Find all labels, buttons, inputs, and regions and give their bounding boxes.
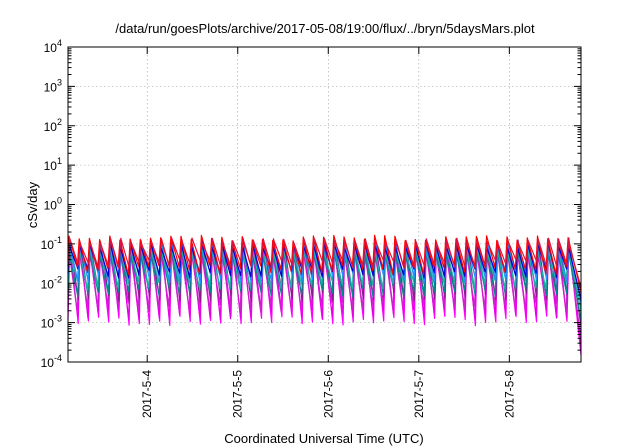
y-tick-label: 100 (44, 196, 62, 213)
y-axis-label: cSv/day (25, 181, 40, 228)
x-tick-label: 2017-5-4 (140, 370, 154, 418)
chart-title: /data/run/goesPlots/archive/2017-05-08/1… (115, 21, 535, 36)
x-tick-label: 2017-5-6 (321, 370, 335, 418)
y-tick-label: 102 (44, 117, 62, 134)
x-tick-label: 2017-5-8 (502, 370, 516, 418)
y-tick-label: 103 (44, 77, 62, 94)
y-tick-label: 101 (44, 156, 62, 173)
x-axis-label: Coordinated Universal Time (UTC) (224, 431, 423, 446)
y-tick-label: 104 (44, 38, 62, 55)
series-group (67, 234, 582, 356)
y-tick-label: 10-1 (41, 235, 62, 252)
y-tick-label: 10-4 (41, 353, 62, 370)
x-axis: 2017-5-4 2017-5-5 2017-5-6 2017-5-7 2017-5-8 (140, 47, 516, 418)
y-tick-label: 10-2 (41, 274, 62, 291)
x-tick-label: 2017-5-5 (231, 370, 245, 418)
grid (68, 47, 581, 362)
series-line (67, 237, 582, 288)
y-axis: 10-4 10-3 10-2 10-1 100 101 102 103 104 (41, 38, 581, 370)
x-tick-label: 2017-5-7 (412, 370, 426, 418)
y-tick-label: 10-3 (41, 314, 62, 331)
